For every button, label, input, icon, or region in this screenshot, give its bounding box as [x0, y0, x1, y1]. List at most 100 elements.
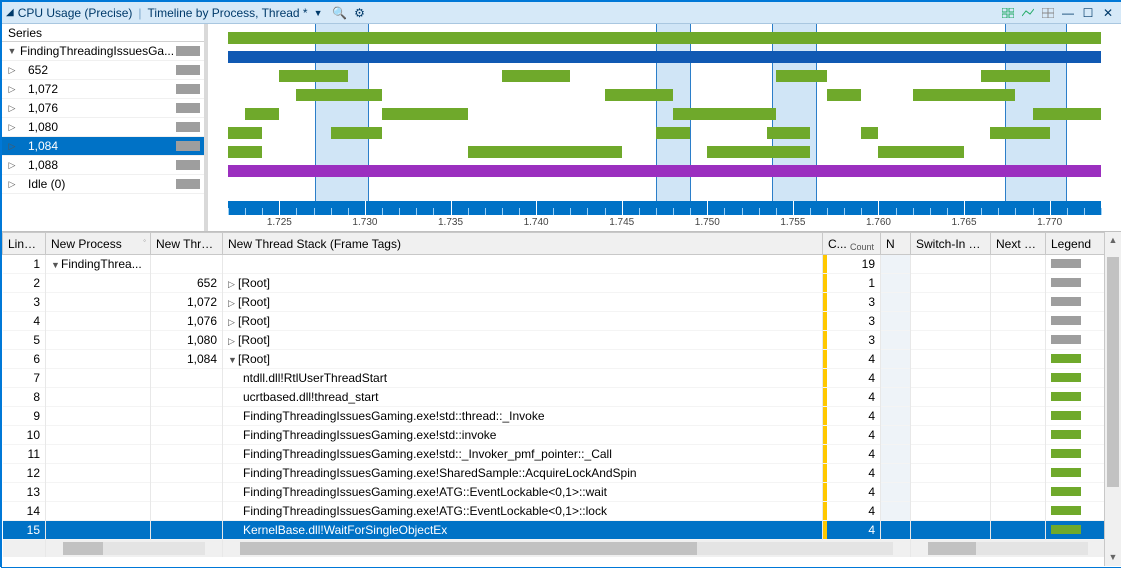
expander-icon[interactable]: ▷ — [228, 298, 238, 309]
gear-icon[interactable]: ⚙ — [351, 5, 369, 21]
series-row[interactable]: ▷ 1,080 — [2, 118, 204, 137]
expander-icon[interactable]: ▷ — [6, 160, 18, 171]
vscroll[interactable]: ▲ ▼ — [1104, 232, 1121, 566]
ruler-label: 1.745 — [609, 217, 634, 228]
expander-icon[interactable]: ▷ — [6, 65, 18, 76]
series-row[interactable]: ▷ 1,088 — [2, 156, 204, 175]
col-legend[interactable]: Legend — [1046, 233, 1105, 255]
close-icon[interactable]: ✕ — [1099, 5, 1117, 21]
cell-switch — [911, 483, 991, 502]
cell-stack: FindingThreadingIssuesGaming.exe!std::in… — [223, 426, 823, 445]
expander-icon[interactable]: ▷ — [6, 122, 18, 133]
table-row[interactable]: 6 1,084 ▼[Root] 4 — [3, 350, 1105, 369]
col-n[interactable]: N — [881, 233, 911, 255]
time-ruler[interactable]: 1.7251.7301.7351.7401.7451.7501.7551.760… — [228, 201, 1101, 231]
scroll-thumb[interactable] — [1107, 257, 1119, 487]
timeline-bar — [990, 127, 1050, 139]
col-thread[interactable]: New Threa... — [151, 233, 223, 255]
expander-icon[interactable]: ▼ — [51, 260, 61, 270]
expander-icon[interactable]: ▷ — [6, 141, 18, 152]
view-table-icon[interactable] — [1039, 5, 1057, 21]
chevron-down-icon[interactable]: ▼ — [314, 8, 323, 18]
toolbar: ◢ CPU Usage (Precise) | Timeline by Proc… — [2, 2, 1121, 24]
table-row[interactable]: 4 1,076 ▷[Root] 3 — [3, 312, 1105, 331]
cell-legend — [1046, 407, 1105, 426]
minimize-icon[interactable]: — — [1059, 5, 1077, 21]
table-row[interactable]: 5 1,080 ▷[Root] 3 — [3, 331, 1105, 350]
expander-icon[interactable]: ▷ — [228, 317, 238, 328]
table-row[interactable]: 12 FindingThreadingIssuesGaming.exe!Shar… — [3, 464, 1105, 483]
col-count[interactable]: C...Count — [823, 233, 881, 255]
table-row[interactable]: 11 FindingThreadingIssuesGaming.exe!std:… — [3, 445, 1105, 464]
col-line[interactable]: Line # — [3, 233, 46, 255]
table-row[interactable]: 9 FindingThreadingIssuesGaming.exe!std::… — [3, 407, 1105, 426]
cell-thread — [151, 483, 223, 502]
table-row[interactable]: 14 FindingThreadingIssuesGaming.exe!ATG:… — [3, 502, 1105, 521]
search-icon[interactable]: 🔍 — [331, 5, 349, 21]
timeline-bar — [707, 146, 810, 158]
cell-process — [46, 502, 151, 521]
view-thumbnails-icon[interactable] — [999, 5, 1017, 21]
series-row[interactable]: ▷ 1,076 — [2, 99, 204, 118]
timeline-track — [228, 146, 1101, 158]
cell-next — [991, 464, 1046, 483]
col-process[interactable]: New Process◦ — [46, 233, 151, 255]
cell-switch — [911, 502, 991, 521]
cell-switch — [911, 331, 991, 350]
col-next[interactable]: Next S... — [991, 233, 1046, 255]
col-switch[interactable]: Switch-In Ti... — [911, 233, 991, 255]
collapse-icon[interactable]: ◢ — [6, 7, 14, 18]
series-row[interactable]: ▷ 1,084 — [2, 137, 204, 156]
cell-gap — [881, 274, 911, 293]
cell-thread — [151, 407, 223, 426]
expander-icon[interactable]: ▷ — [6, 84, 18, 95]
table-row[interactable]: 7 ntdll.dll!RtlUserThreadStart 4 — [3, 369, 1105, 388]
cell-count: 1 — [823, 274, 881, 293]
maximize-icon[interactable]: ☐ — [1079, 5, 1097, 21]
cell-next — [991, 331, 1046, 350]
expander-icon[interactable]: ▷ — [228, 279, 238, 290]
cell-stack: ▷[Root] — [223, 274, 823, 293]
series-row[interactable]: ▷ Idle (0) — [2, 175, 204, 194]
timeline-canvas[interactable]: 1.7251.7301.7351.7401.7451.7501.7551.760… — [208, 24, 1121, 231]
table-row[interactable]: 13 FindingThreadingIssuesGaming.exe!ATG:… — [3, 483, 1105, 502]
series-row[interactable]: ▼ FindingThreadingIssuesGa... — [2, 42, 204, 61]
scroll-down-icon[interactable]: ▼ — [1105, 549, 1121, 566]
hscroll[interactable] — [3, 540, 1105, 557]
view-chart-icon[interactable] — [1019, 5, 1037, 21]
table-row[interactable]: 10 FindingThreadingIssuesGaming.exe!std:… — [3, 426, 1105, 445]
table-row[interactable]: 1 ▼FindingThrea... 19 — [3, 255, 1105, 274]
cell-legend — [1046, 388, 1105, 407]
table-row[interactable]: 2 652 ▷[Root] 1 — [3, 274, 1105, 293]
cell-process — [46, 293, 151, 312]
cell-next — [991, 521, 1046, 540]
expander-icon[interactable]: ▼ — [228, 355, 238, 365]
series-row[interactable]: ▷ 652 — [2, 61, 204, 80]
cell-legend — [1046, 350, 1105, 369]
scroll-up-icon[interactable]: ▲ — [1105, 232, 1121, 249]
expander-icon[interactable]: ▷ — [6, 103, 18, 114]
stack-table: Line # New Process◦ New Threa... New Thr… — [2, 232, 1104, 557]
upper-pane: Series ▼ FindingThreadingIssuesGa... ▷ 6… — [2, 24, 1121, 232]
table-row[interactable]: 3 1,072 ▷[Root] 3 — [3, 293, 1105, 312]
table-row[interactable]: 15 KernelBase.dll!WaitForSingleObjectEx … — [3, 521, 1105, 540]
cell-thread — [151, 521, 223, 540]
cell-gap — [881, 407, 911, 426]
expander-icon[interactable]: ▷ — [228, 336, 238, 347]
view-selector-label[interactable]: Timeline by Process, Thread * — [148, 6, 308, 20]
series-swatch — [176, 160, 200, 170]
expander-icon[interactable]: ▷ — [6, 179, 18, 190]
cell-legend — [1046, 483, 1105, 502]
expander-icon[interactable]: ▼ — [6, 46, 18, 56]
timeline-bar — [228, 51, 1101, 63]
series-row[interactable]: ▷ 1,072 — [2, 80, 204, 99]
table-row[interactable]: 8 ucrtbased.dll!thread_start 4 — [3, 388, 1105, 407]
cell-count: 4 — [823, 426, 881, 445]
cell-next — [991, 350, 1046, 369]
cell-line: 14 — [3, 502, 46, 521]
col-stack[interactable]: New Thread Stack (Frame Tags) — [223, 233, 823, 255]
cell-thread — [151, 369, 223, 388]
cell-switch — [911, 369, 991, 388]
cell-gap — [881, 255, 911, 274]
cell-next — [991, 255, 1046, 274]
